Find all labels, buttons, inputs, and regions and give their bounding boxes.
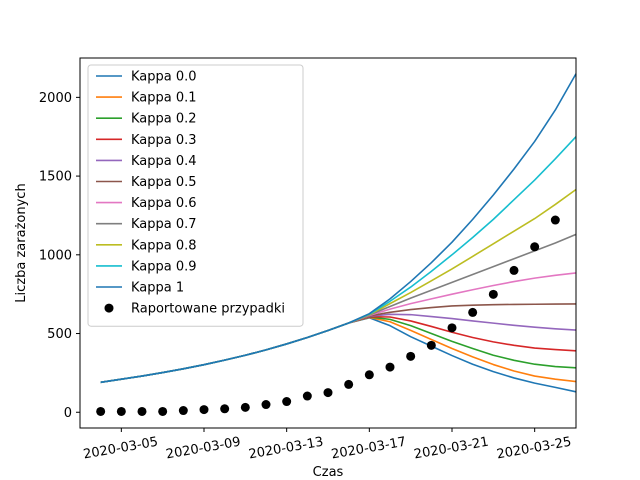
y-tick-label: 0	[64, 406, 72, 421]
scatter-point	[426, 340, 436, 350]
scatter-point	[261, 400, 271, 410]
scatter-point	[364, 370, 374, 380]
scatter-point	[158, 406, 168, 416]
scatter-point	[137, 406, 147, 416]
scatter-point	[406, 351, 416, 361]
legend-label: Kappa 1	[131, 281, 184, 296]
scatter-point	[220, 404, 230, 414]
scatter-point	[240, 402, 250, 412]
scatter-point	[550, 215, 560, 225]
y-tick-label: 1000	[39, 248, 72, 263]
series-line-10	[100, 73, 577, 384]
legend-marker	[104, 303, 114, 313]
y-tick-label: 1500	[39, 170, 72, 185]
legend-label: Kappa 0.6	[131, 196, 197, 211]
legend: Kappa 0.0 Kappa 0.1 Kappa 0.2 Kappa 0.3 Kapp…	[87, 64, 304, 327]
scatter-point	[282, 397, 292, 407]
legend-label: Kappa 0.0	[131, 70, 197, 85]
legend-label: Raportowane przypadki	[131, 302, 285, 317]
y-tick-label: 2000	[39, 91, 72, 106]
scatter-point	[116, 406, 126, 416]
scatter-point	[344, 379, 354, 389]
legend-label: Kappa 0.9	[131, 259, 197, 274]
scatter-point	[178, 406, 188, 416]
scatter-point	[199, 405, 209, 415]
legend-box	[87, 64, 304, 327]
y-axis-label: Liczba zarażonych	[14, 183, 29, 302]
scatter-point	[96, 406, 106, 416]
scatter-point	[447, 323, 457, 333]
y-tick-label: 500	[47, 327, 72, 342]
y-axis: 0 500 1000 1500 2000	[39, 91, 80, 421]
legend-label: Kappa 0.5	[131, 175, 197, 190]
legend-label: Kappa 0.1	[131, 91, 197, 106]
scatter-point	[302, 391, 312, 401]
scatter-point	[530, 242, 540, 252]
legend-label: Kappa 0.7	[131, 217, 197, 232]
x-axis-label: Czas	[313, 465, 344, 480]
legend-label: Kappa 0.2	[131, 112, 197, 127]
scatter-point	[468, 307, 478, 317]
legend-label: Kappa 0.4	[131, 154, 197, 169]
legend-label: Kappa 0.3	[131, 133, 197, 148]
scatter-point	[488, 289, 498, 299]
scatter-point	[509, 265, 519, 275]
plot-frame	[79, 57, 577, 429]
plot-area	[96, 73, 577, 416]
scatter-point	[385, 362, 395, 372]
scatter-point	[323, 388, 333, 398]
legend-label: Kappa 0.8	[131, 238, 197, 253]
